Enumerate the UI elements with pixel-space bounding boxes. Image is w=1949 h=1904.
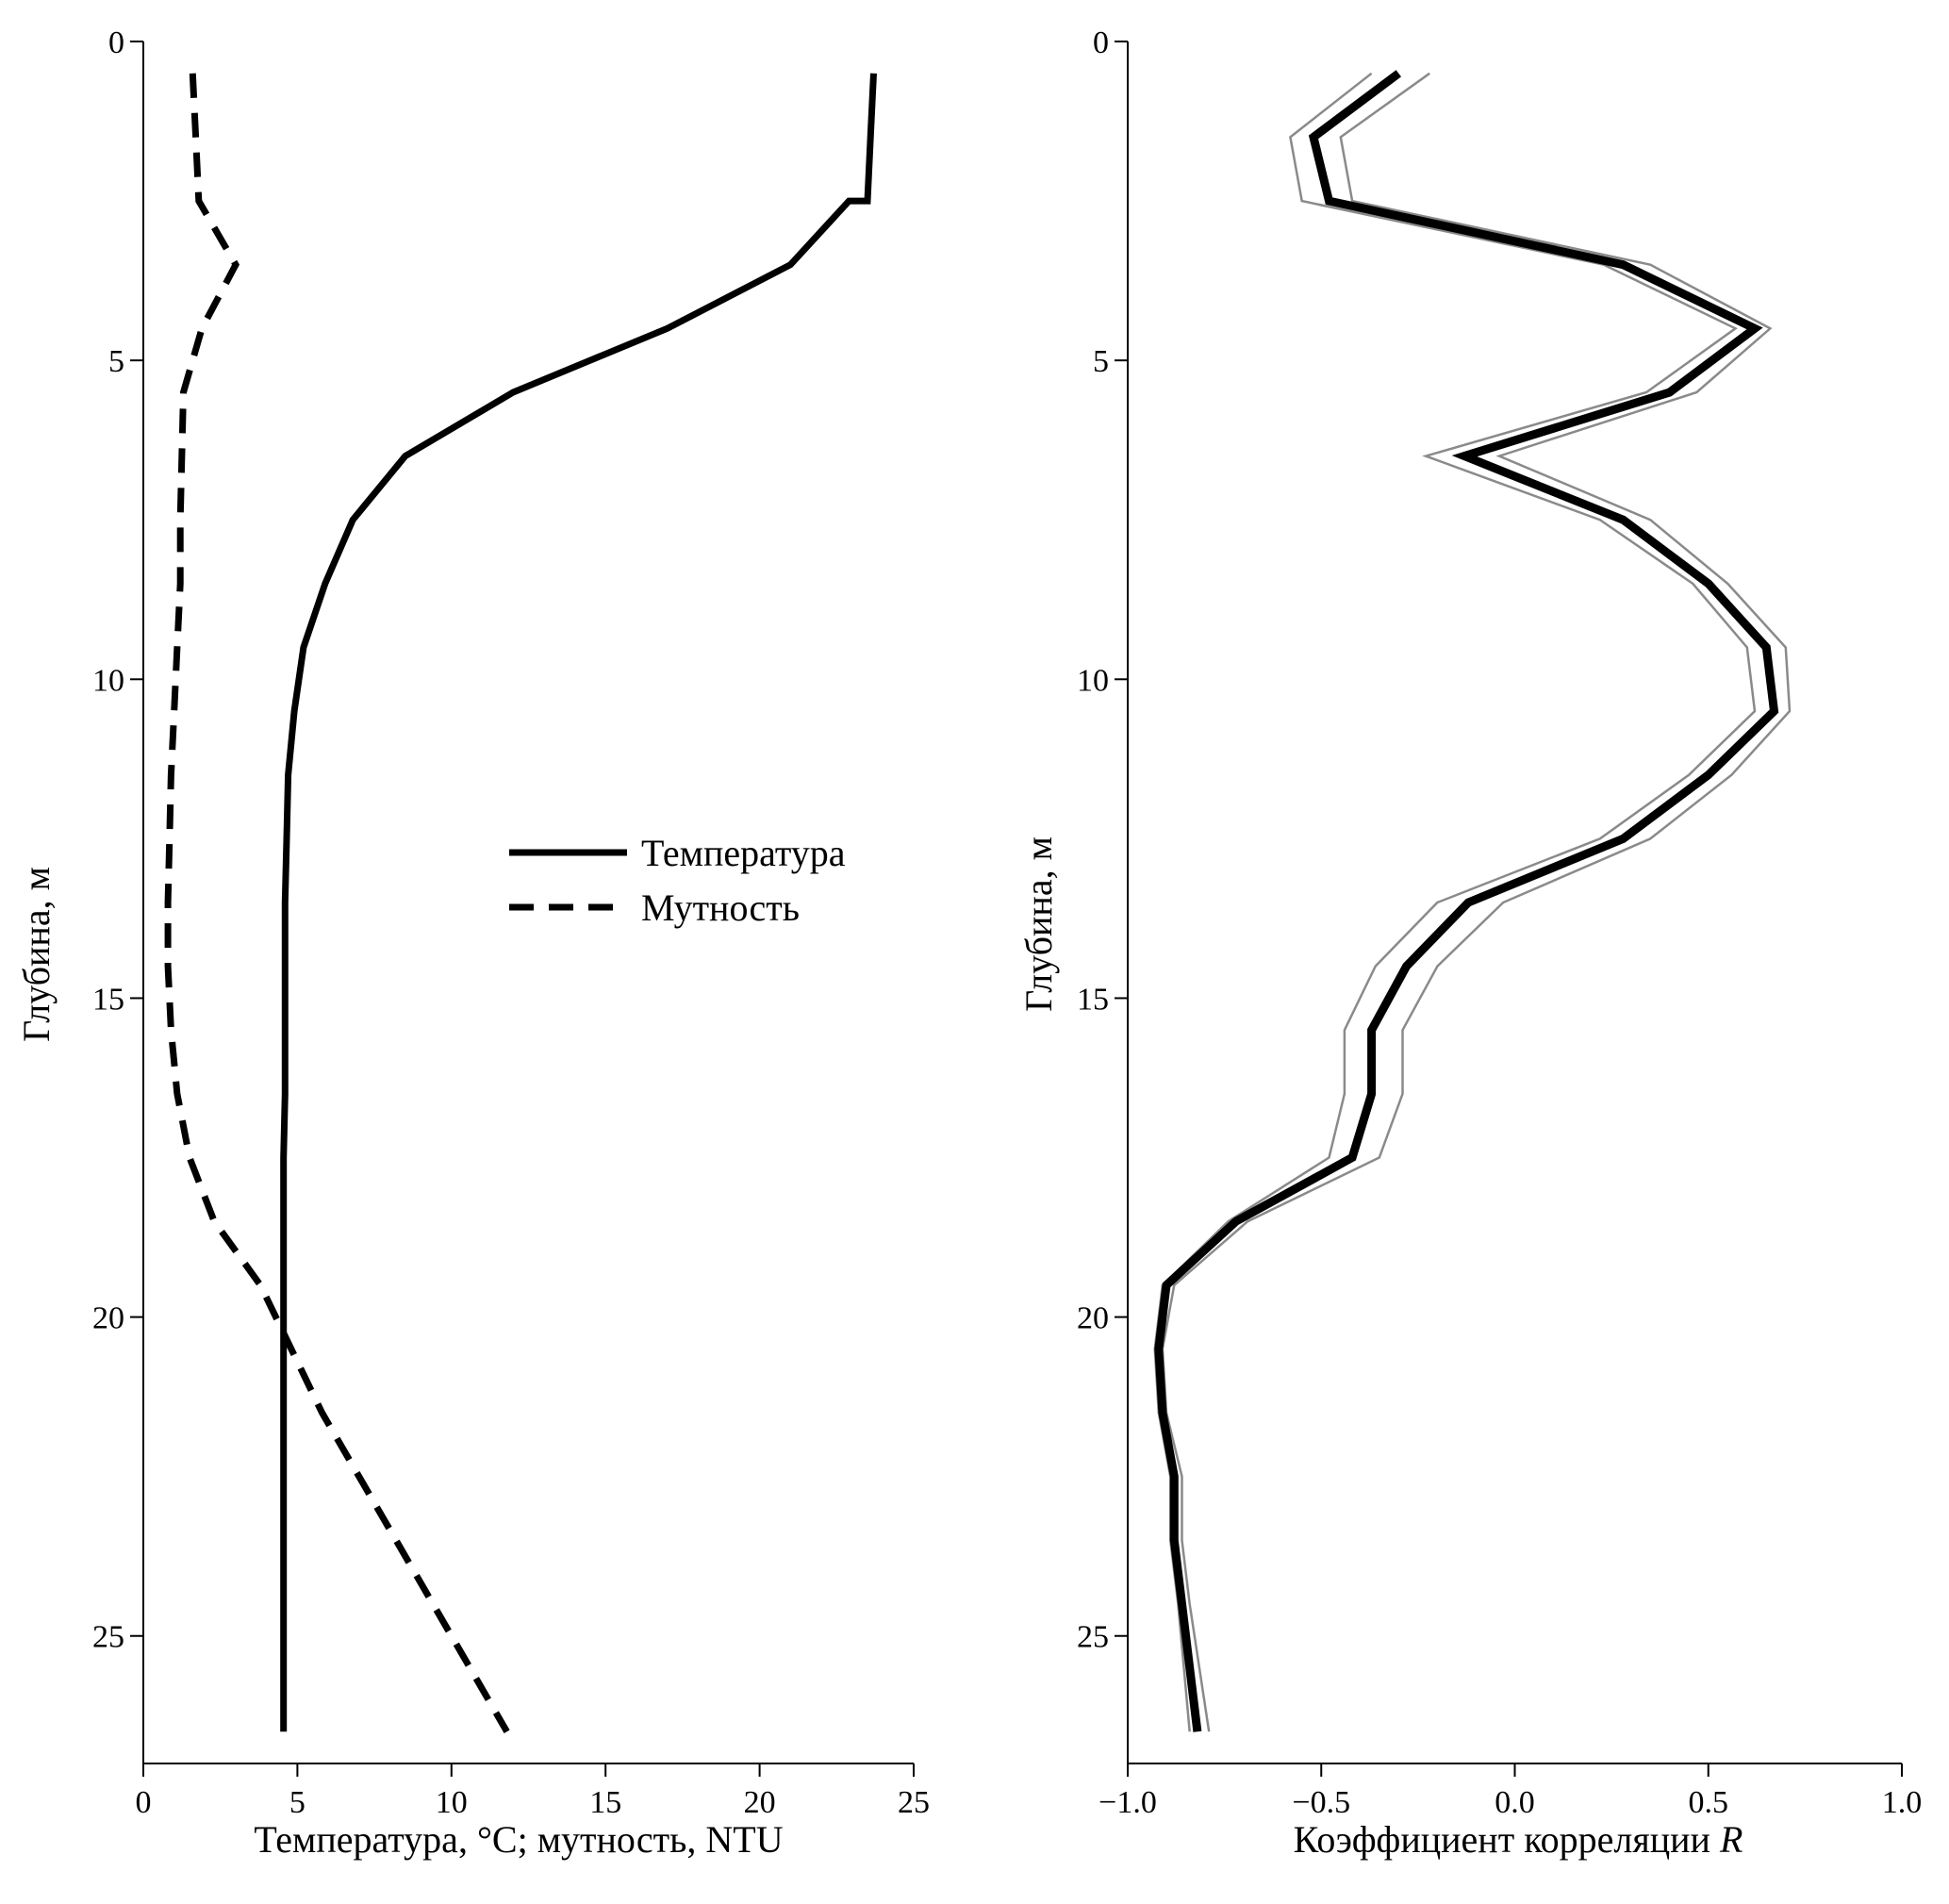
left-y-tick-label: 20 (92, 1301, 124, 1336)
left-y-tick-label: 10 (92, 663, 124, 698)
legend-turbidity-label: Мутность (641, 886, 800, 929)
left-x-tick-label: 5 (289, 1785, 306, 1820)
right-y-tick-label: 15 (1077, 982, 1109, 1017)
right-x-tick-label: −0.5 (1292, 1785, 1350, 1820)
left-x-tick-label: 0 (136, 1785, 152, 1820)
right-y-tick-label: 25 (1077, 1620, 1109, 1655)
left-x-tick-label: 10 (436, 1785, 468, 1820)
left-axes: 0 5 10 15 20 25 0 5 10 15 20 25 (92, 25, 930, 1820)
temperature-series-line (280, 73, 877, 1732)
right-y-axis-title: Глубина, м (1017, 836, 1060, 1012)
right-series-group (1153, 70, 1792, 1732)
right-x-tick-label: −1.0 (1098, 1785, 1157, 1820)
right-axes: 0 5 10 15 20 25 −1.0 −0.5 0.0 0.5 1.0 (1077, 25, 1922, 1820)
correlation-ci-lower-line (1153, 72, 1757, 1732)
right-x-tick-label: 0.0 (1495, 1785, 1535, 1820)
left-series-group (164, 73, 877, 1733)
right-y-tick-label: 20 (1077, 1301, 1109, 1336)
left-y-axis-title: Глубина, м (15, 867, 58, 1042)
legend-temperature-label: Температура (641, 832, 846, 874)
right-x-tick-label: 0.5 (1689, 1785, 1729, 1820)
turbidity-series-line (164, 73, 510, 1733)
correlation-chart: 0 5 10 15 20 25 −1.0 −0.5 0.0 0.5 1.0 Глубина, м К… (1017, 25, 1922, 1861)
left-y-tick-label: 25 (92, 1620, 124, 1655)
right-x-axis-title-text: Коэффициент корреляции (1294, 1818, 1710, 1861)
temperature-turbidity-chart: 0 5 10 15 20 25 0 5 10 15 20 25 Глубина, м Температ… (15, 25, 930, 1861)
left-y-tick-label: 0 (108, 25, 124, 60)
left-x-tick-label: 15 (589, 1785, 621, 1820)
right-y-tick-label: 0 (1093, 25, 1109, 60)
right-y-tick-label: 10 (1077, 663, 1109, 698)
left-x-tick-label: 25 (898, 1785, 930, 1820)
correlation-series-line (1154, 70, 1779, 1732)
right-x-tick-label: 1.0 (1882, 1785, 1923, 1820)
legend: Температура Мутность (509, 832, 846, 929)
right-x-axis-title-var: R (1719, 1818, 1743, 1861)
right-y-tick-label: 5 (1093, 344, 1109, 379)
left-y-tick-label: 5 (108, 344, 124, 379)
right-x-axis-title: Коэффициент корреляции R (1294, 1818, 1743, 1861)
left-x-axis-title: Температура, °С; мутность, NTU (254, 1818, 783, 1861)
left-x-tick-label: 20 (744, 1785, 776, 1820)
left-y-tick-label: 15 (92, 982, 124, 1017)
